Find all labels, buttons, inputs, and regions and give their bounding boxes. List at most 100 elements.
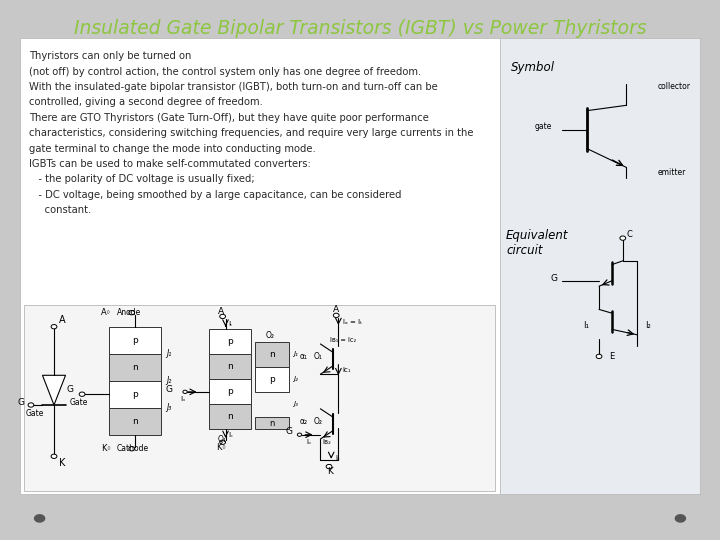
- Text: Equivalent
circuit: Equivalent circuit: [506, 230, 569, 258]
- Bar: [24, 305, 495, 491]
- Text: n: n: [132, 417, 138, 426]
- Text: J₃: J₃: [293, 401, 298, 407]
- Text: Iₖ: Iₖ: [336, 455, 341, 461]
- Text: O₂: O₂: [314, 417, 323, 426]
- Text: O₁: O₁: [314, 352, 323, 361]
- Text: K: K: [327, 468, 333, 476]
- Text: α₂: α₂: [300, 417, 308, 426]
- Text: Iₒ: Iₒ: [180, 396, 185, 402]
- Bar: [109, 381, 161, 408]
- Text: G: G: [551, 274, 558, 282]
- Text: p: p: [132, 336, 138, 345]
- Text: Gate: Gate: [25, 409, 44, 417]
- Text: (not off) by control action, the control system only has one degree of freedom.: (not off) by control action, the control…: [29, 67, 421, 77]
- Text: Anode: Anode: [117, 308, 141, 317]
- Text: Iₒ: Iₒ: [307, 438, 312, 445]
- Text: constant.: constant.: [29, 205, 91, 215]
- Text: gate: gate: [535, 123, 552, 131]
- Text: K◦: K◦: [101, 444, 112, 453]
- Text: A: A: [218, 307, 224, 315]
- Text: - DC voltage, being smoothed by a large capacitance, can be considered: - DC voltage, being smoothed by a large …: [29, 190, 401, 200]
- Text: J₁: J₁: [166, 349, 171, 358]
- Text: p: p: [227, 387, 233, 396]
- Text: O₂: O₂: [265, 331, 274, 340]
- Bar: [255, 342, 289, 367]
- Bar: [109, 408, 161, 435]
- Circle shape: [220, 440, 225, 444]
- Text: Symbol: Symbol: [511, 61, 555, 74]
- Bar: [209, 379, 251, 404]
- Text: n: n: [132, 363, 138, 372]
- Circle shape: [79, 392, 85, 396]
- Polygon shape: [42, 375, 66, 405]
- Circle shape: [183, 390, 187, 394]
- Text: emitter: emitter: [657, 168, 685, 177]
- Text: With the insulated-gate bipolar transistor (IGBT), both turn-on and turn-off can: With the insulated-gate bipolar transist…: [29, 82, 438, 92]
- Text: collector: collector: [657, 82, 690, 91]
- Circle shape: [51, 325, 57, 329]
- Text: J₃: J₃: [166, 403, 171, 412]
- Text: Iʙ₁ = Iᴄ₂: Iʙ₁ = Iᴄ₂: [330, 337, 356, 343]
- Text: gate terminal to change the mode into conducting mode.: gate terminal to change the mode into co…: [29, 144, 315, 154]
- Circle shape: [297, 433, 302, 436]
- Text: p: p: [269, 375, 275, 384]
- Text: Q₁: Q₁: [217, 435, 226, 443]
- Text: G: G: [66, 386, 73, 394]
- Bar: [109, 327, 161, 354]
- Bar: [209, 354, 251, 379]
- Text: Iₜ: Iₜ: [228, 321, 233, 327]
- Bar: [255, 367, 289, 392]
- Bar: [255, 417, 289, 429]
- Text: Cathode: Cathode: [117, 444, 149, 453]
- Text: Thyristors can only be turned on: Thyristors can only be turned on: [29, 51, 192, 62]
- Circle shape: [620, 236, 626, 240]
- Text: Iₖ: Iₖ: [228, 431, 233, 438]
- Text: n: n: [227, 413, 233, 421]
- Text: A: A: [333, 306, 338, 314]
- Text: G: G: [286, 428, 293, 436]
- Text: Iʙ₂: Iʙ₂: [323, 438, 331, 445]
- Text: E: E: [609, 352, 615, 361]
- Text: There are GTO Thyristors (Gate Turn-Off), but they have quite poor performance: There are GTO Thyristors (Gate Turn-Off)…: [29, 113, 428, 123]
- Circle shape: [28, 403, 34, 407]
- Bar: [20, 38, 700, 494]
- Text: Insulated Gate Bipolar Transistors (IGBT) vs Power Thyristors: Insulated Gate Bipolar Transistors (IGBT…: [73, 19, 647, 38]
- Circle shape: [129, 310, 135, 315]
- Text: A: A: [59, 315, 66, 325]
- Bar: [209, 329, 251, 354]
- Circle shape: [596, 354, 602, 359]
- Circle shape: [220, 314, 225, 319]
- Circle shape: [34, 514, 45, 523]
- Text: J₂: J₂: [166, 376, 171, 385]
- Circle shape: [51, 454, 57, 458]
- Bar: [109, 354, 161, 381]
- Text: I₁: I₁: [583, 321, 589, 330]
- Text: I₂: I₂: [645, 321, 651, 330]
- Text: - the polarity of DC voltage is usually fixed;: - the polarity of DC voltage is usually …: [29, 174, 254, 185]
- Text: Gate: Gate: [70, 398, 89, 407]
- Text: IGBTs can be used to make self-commutated converters:: IGBTs can be used to make self-commutate…: [29, 159, 310, 169]
- Circle shape: [129, 447, 135, 451]
- Bar: [500, 38, 700, 494]
- Text: characteristics, considering switching frequencies, and require very large curre: characteristics, considering switching f…: [29, 128, 473, 138]
- Text: G: G: [166, 384, 173, 394]
- Text: K: K: [59, 458, 66, 468]
- Text: Iₐ = Iₜ: Iₐ = Iₜ: [343, 319, 362, 325]
- Text: G: G: [18, 398, 25, 407]
- Bar: [209, 404, 251, 429]
- Text: p: p: [227, 338, 233, 346]
- Text: n: n: [269, 418, 275, 428]
- Text: C: C: [626, 231, 632, 239]
- Text: A◦: A◦: [101, 308, 112, 317]
- Text: J₂: J₂: [293, 376, 298, 382]
- Text: Iᴄ₁: Iᴄ₁: [342, 367, 351, 373]
- Text: controlled, giving a second degree of freedom.: controlled, giving a second degree of fr…: [29, 98, 263, 107]
- Circle shape: [333, 313, 339, 318]
- Text: α₁: α₁: [300, 352, 308, 361]
- Text: K◦: K◦: [216, 443, 226, 452]
- Circle shape: [675, 514, 686, 523]
- Text: p: p: [132, 390, 138, 399]
- Text: n: n: [227, 362, 233, 372]
- Circle shape: [326, 464, 332, 469]
- Text: J₁: J₁: [293, 352, 298, 357]
